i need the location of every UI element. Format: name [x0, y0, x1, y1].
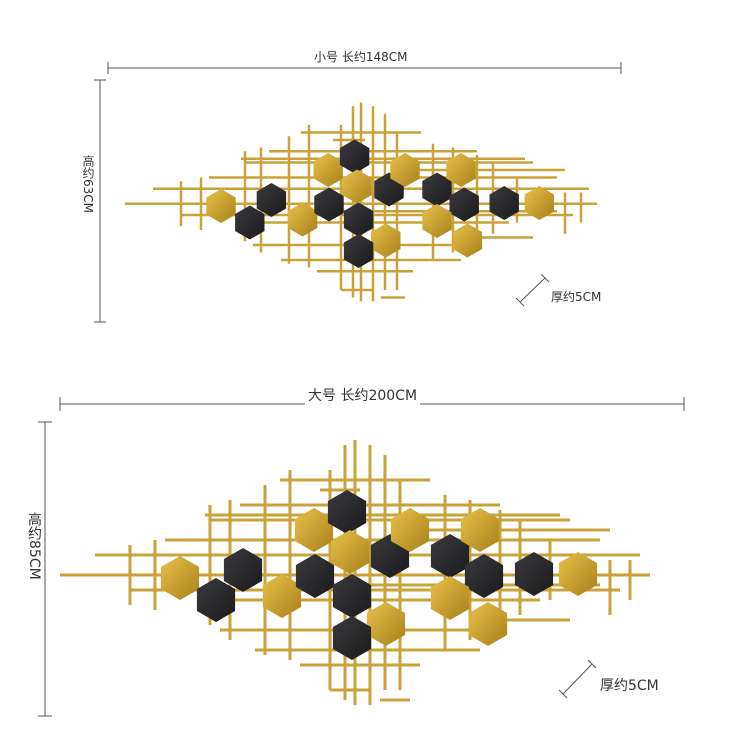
gold-hexagon	[524, 186, 555, 220]
large-width-label: 大号 长约200CM	[305, 385, 421, 405]
gold-hexagon	[371, 223, 401, 258]
gold-hexagon	[287, 202, 318, 237]
black-hexagon	[343, 202, 374, 237]
gold-hexagon	[452, 223, 483, 258]
black-hexagon	[314, 187, 344, 222]
black-hexagon	[332, 616, 372, 660]
black-hexagon	[256, 183, 287, 217]
black-hexagon	[430, 534, 470, 578]
gold-hexagon	[460, 508, 500, 552]
black-hexagon	[235, 205, 265, 240]
black-hexagon	[339, 139, 370, 174]
large-height-label: 高约85CM	[26, 512, 42, 580]
gold-hexagon	[390, 153, 420, 187]
black-hexagon	[514, 552, 554, 596]
gold-hexagon	[160, 556, 200, 600]
black-hexagon	[332, 574, 372, 618]
black-hexagon	[449, 187, 479, 222]
large-depth-label: 厚约5CM	[600, 678, 659, 694]
black-hexagon	[223, 548, 263, 592]
black-hexagon	[343, 234, 374, 268]
gold-hexagon	[468, 602, 508, 646]
gold-hexagon	[330, 530, 370, 574]
gold-hexagon	[342, 169, 372, 204]
black-hexagon	[464, 554, 504, 598]
black-hexagon	[422, 172, 452, 207]
gold-hexagon	[206, 189, 236, 223]
black-hexagon	[489, 186, 519, 220]
small-depth-label: 厚约5CM	[551, 290, 602, 304]
gold-hexagon	[366, 602, 406, 646]
gold-hexagon	[294, 508, 334, 552]
gold-hexagon	[262, 574, 302, 618]
gold-hexagon	[446, 153, 476, 187]
gold-hexagon	[313, 153, 343, 187]
gold-hexagon	[390, 508, 430, 552]
black-hexagon	[196, 578, 236, 622]
gold-hexagon	[422, 204, 452, 238]
gold-hexagon	[430, 576, 470, 620]
small-width-label: 小号 长约148CM	[311, 48, 411, 65]
black-hexagon	[295, 554, 335, 598]
gold-hexagon	[558, 552, 598, 596]
black-hexagon	[327, 490, 367, 534]
small-height-label: 高约63CM	[81, 155, 95, 214]
